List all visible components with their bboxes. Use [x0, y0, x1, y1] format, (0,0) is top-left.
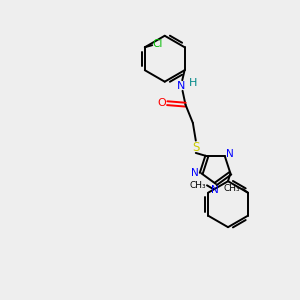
Text: Cl: Cl [152, 39, 162, 49]
Text: CH₃: CH₃ [190, 181, 206, 190]
Text: N: N [212, 185, 219, 195]
Text: O: O [158, 98, 166, 108]
Text: N: N [191, 168, 199, 178]
Text: CH₃: CH₃ [224, 184, 240, 193]
Text: S: S [193, 141, 200, 154]
Text: N: N [177, 80, 185, 91]
Text: N: N [226, 149, 234, 159]
Text: H: H [189, 78, 198, 88]
